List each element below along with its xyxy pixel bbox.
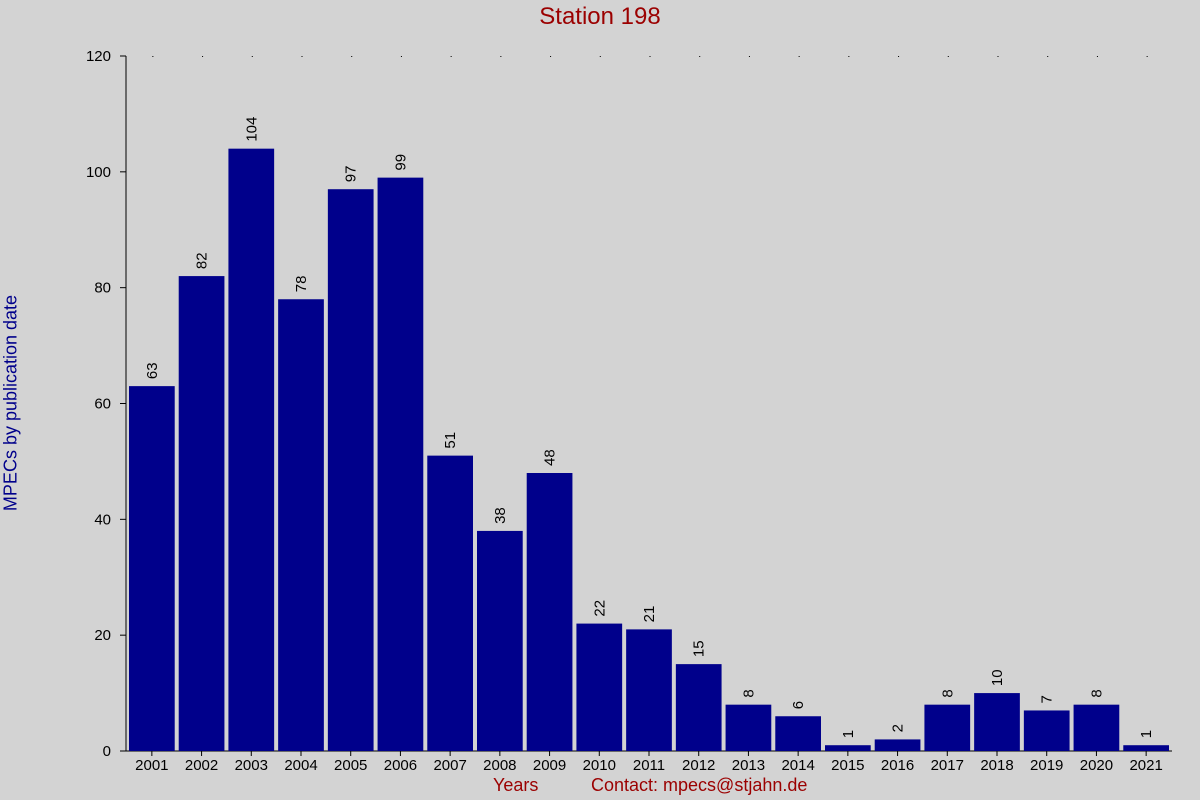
grid-dot: [1047, 56, 1049, 57]
category-label: 2013: [732, 757, 765, 774]
bar: [775, 716, 821, 751]
y-tick-label: 0: [103, 743, 111, 760]
bar: [626, 629, 672, 751]
grid-dot: [400, 56, 402, 57]
category-label: 2012: [682, 757, 715, 774]
grid-dot: [251, 56, 253, 57]
x-axis-label: Years: [493, 775, 539, 795]
grid-dot: [450, 56, 452, 57]
category-label: 2009: [533, 757, 566, 774]
category-label: 2008: [483, 757, 516, 774]
grid-dot: [997, 56, 999, 57]
value-label: 15: [691, 640, 708, 657]
bar: [1073, 704, 1120, 751]
bar: [725, 704, 772, 751]
category-label: 2006: [384, 757, 417, 774]
bar: [874, 739, 921, 751]
value-label: 1: [1138, 730, 1155, 738]
value-label: 8: [1088, 689, 1105, 697]
chart-title: Station 198: [539, 3, 661, 30]
bar: [477, 530, 523, 751]
grid-dot: [947, 56, 949, 57]
grid-dot: [1096, 56, 1098, 57]
grid-dot: [848, 56, 850, 57]
value-label: 97: [343, 166, 360, 183]
bar: [526, 473, 573, 751]
category-label: 2002: [185, 757, 218, 774]
y-tick-label: 100: [86, 164, 111, 181]
category-label: 2003: [235, 757, 268, 774]
value-label: 10: [989, 669, 1006, 686]
grid-dot: [699, 56, 701, 57]
value-label: 51: [442, 432, 459, 449]
value-label: 104: [243, 117, 260, 142]
category-label: 2021: [1129, 757, 1162, 774]
category-label: 2007: [433, 757, 466, 774]
value-label: 2: [890, 724, 907, 732]
bar: [675, 664, 722, 751]
bar: [1023, 710, 1070, 751]
bar: [924, 704, 971, 751]
grid-dot: [550, 56, 552, 57]
bar: [129, 386, 175, 751]
bar: [1123, 745, 1169, 751]
grid-dot: [748, 56, 750, 57]
category-label: 2015: [831, 757, 864, 774]
value-label: 78: [293, 276, 310, 293]
bar: [327, 189, 374, 752]
grid-dot: [649, 56, 651, 57]
grid-dot: [1146, 56, 1148, 57]
category-label: 2005: [334, 757, 367, 774]
category-label: 2020: [1080, 757, 1113, 774]
grid-dot: [152, 56, 154, 57]
category-label: 2001: [135, 757, 168, 774]
value-label: 63: [144, 362, 161, 379]
category-label: 2004: [284, 757, 317, 774]
y-tick-label: 20: [94, 627, 111, 644]
contact-label: Contact: mpecs@stjahn.de: [591, 775, 808, 795]
category-label: 2019: [1030, 757, 1063, 774]
grid-dot: [351, 56, 353, 57]
value-label: 48: [542, 449, 559, 466]
value-label: 8: [939, 689, 956, 697]
value-label: 38: [492, 507, 509, 524]
value-label: 8: [740, 689, 757, 697]
value-label: 1: [840, 730, 857, 738]
bar: [427, 455, 473, 751]
y-tick-label: 40: [94, 511, 111, 528]
grid-dot: [898, 56, 900, 57]
value-label: 82: [194, 252, 211, 269]
value-label: 99: [392, 154, 409, 171]
value-label: 7: [1039, 695, 1056, 703]
y-tick-label: 80: [94, 280, 111, 297]
grid-dot: [599, 56, 601, 57]
value-label: 22: [591, 600, 608, 617]
y-tick-label: 120: [86, 48, 111, 65]
grid-dot: [202, 56, 204, 57]
bar: [825, 745, 871, 751]
bar: [278, 299, 324, 751]
category-label: 2016: [881, 757, 914, 774]
bar: [576, 623, 623, 751]
category-label: 2014: [781, 757, 814, 774]
bar: [228, 148, 275, 751]
grid-dot: [500, 56, 502, 57]
value-label: 6: [790, 701, 807, 709]
category-label: 2010: [583, 757, 616, 774]
bar: [178, 276, 225, 751]
category-label: 2017: [931, 757, 964, 774]
y-tick-label: 60: [94, 396, 111, 413]
grid-dot: [798, 56, 800, 57]
bar: [377, 177, 424, 751]
category-label: 2011: [633, 757, 665, 774]
category-label: 2018: [980, 757, 1013, 774]
bar: [974, 693, 1020, 751]
grid-dot: [301, 56, 303, 57]
value-label: 21: [641, 606, 658, 623]
